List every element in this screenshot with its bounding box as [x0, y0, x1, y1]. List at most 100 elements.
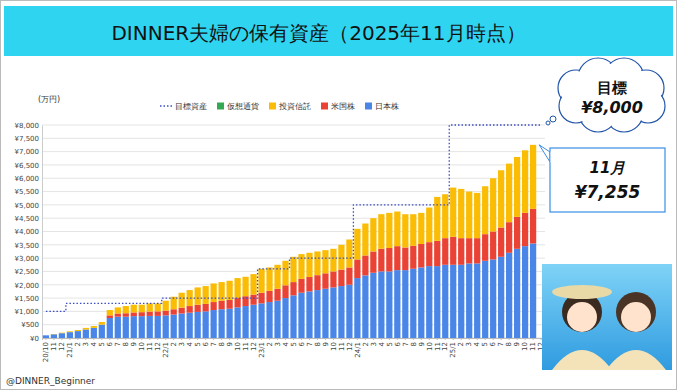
y-tick-label: ¥2,000: [15, 281, 40, 289]
bar: [147, 316, 153, 338]
y-tick-label: ¥500: [21, 321, 39, 329]
bar: [274, 264, 280, 265]
x-tick-label: 2: [457, 342, 465, 346]
bar: [67, 331, 73, 333]
bar: [195, 312, 201, 338]
x-tick: 8: [410, 338, 418, 346]
bar: [378, 214, 384, 215]
x-tick-mark: [157, 338, 158, 340]
bar: [386, 212, 392, 213]
x-tick-label: 25/1: [449, 342, 457, 358]
x-tick-mark: [53, 338, 54, 340]
bar: [179, 292, 185, 293]
x-tick: 12: [154, 338, 162, 351]
bar: [530, 243, 536, 338]
x-tick: 6: [489, 338, 497, 346]
bar: [83, 328, 89, 330]
bar: [394, 212, 400, 247]
bar: [115, 307, 121, 308]
bar: [466, 263, 472, 338]
bar: [266, 267, 272, 268]
bar: [306, 277, 312, 291]
x-tick-label: 9: [130, 342, 138, 346]
bar: [187, 306, 193, 313]
bar: [386, 213, 392, 248]
x-tick-mark: [389, 338, 390, 340]
bar: [219, 282, 225, 283]
bar: [43, 335, 49, 338]
x-tick: 6: [298, 338, 306, 346]
x-tick: 24/1: [354, 338, 362, 358]
figure-hat: [552, 285, 612, 299]
x-tick: 21/1: [66, 338, 74, 358]
bar: [282, 260, 288, 261]
page-frame: [1, 1, 677, 390]
x-tick-mark: [101, 338, 102, 340]
bar: [418, 244, 424, 267]
bar: [426, 266, 432, 338]
bar: [163, 301, 169, 311]
bar: [530, 144, 536, 145]
y-tick-label: ¥5,000: [15, 202, 40, 210]
x-tick-mark: [485, 338, 486, 340]
x-tick-mark: [173, 338, 174, 340]
bar: [450, 265, 456, 338]
bar: [67, 332, 73, 333]
x-tick: 12: [250, 338, 258, 351]
bar: [306, 253, 312, 277]
bar: [250, 274, 256, 275]
bar: [131, 304, 137, 305]
x-tick-label: 11: [242, 342, 250, 351]
x-tick-label: 5: [98, 342, 106, 346]
x-tick-label: 7: [210, 342, 218, 346]
bar: [442, 265, 448, 338]
y-tick-label: ¥8,000: [15, 122, 40, 130]
x-tick: 12: [441, 338, 449, 351]
x-tick-label: 7: [497, 342, 505, 346]
x-tick: 9: [226, 338, 234, 346]
x-tick: 7: [114, 338, 122, 346]
bar: [362, 255, 368, 275]
x-tick-label: 2: [266, 342, 274, 346]
bar: [482, 234, 488, 261]
x-tick-mark: [261, 338, 262, 340]
x-tick-label: 9: [322, 342, 330, 346]
bar: [75, 330, 81, 331]
bar: [51, 334, 57, 335]
x-tick-label: 8: [505, 342, 513, 346]
bar: [426, 207, 432, 208]
y-tick-label: ¥7,500: [15, 135, 40, 143]
callout-tail: [550, 116, 556, 122]
x-tick-mark: [309, 338, 310, 340]
bar: [458, 188, 464, 189]
grid-line: [42, 164, 545, 165]
bar: [450, 237, 456, 265]
bar: [338, 270, 344, 287]
bar: [298, 254, 304, 255]
bar: [290, 257, 296, 282]
y-tick: ¥4,000: [15, 228, 43, 236]
bar: [139, 316, 145, 338]
x-tick: 12: [346, 338, 354, 351]
x-tick-label: 11: [433, 342, 441, 351]
x-tick-label: 2: [170, 342, 178, 346]
callout-title: 11月: [590, 159, 626, 177]
x-tick-mark: [301, 338, 302, 340]
x-tick: 5: [481, 338, 489, 346]
figure-body: [552, 350, 612, 370]
x-tick: 11: [50, 338, 58, 351]
bar: [338, 286, 344, 338]
y-tick: ¥5,500: [15, 188, 43, 196]
bar: [147, 303, 153, 311]
bar: [298, 293, 304, 338]
bar: [394, 246, 400, 270]
bar: [163, 315, 169, 338]
bar: [91, 328, 97, 338]
x-tick-label: 7: [402, 342, 410, 346]
bar: [115, 314, 121, 317]
bar: [219, 309, 225, 338]
bar: [242, 306, 248, 338]
x-tick-label: 12: [346, 342, 354, 351]
x-tick-label: 2: [362, 342, 370, 346]
bar: [434, 196, 440, 197]
